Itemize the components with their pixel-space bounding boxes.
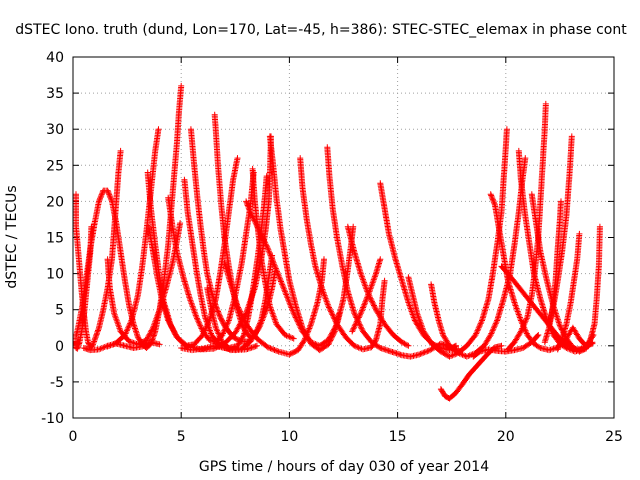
y-tick-label: 0 (55, 339, 64, 355)
y-tick-label: 10 (46, 267, 64, 283)
x-tick-label: 10 (280, 429, 298, 445)
plot-frame (72, 56, 615, 419)
series-track-33 (554, 230, 583, 353)
y-tick-label: 15 (46, 231, 64, 247)
series-track-22 (405, 126, 510, 360)
y-tick-label: 20 (46, 194, 64, 210)
x-axis-ticks: 0 5 10 15 20 25 (69, 57, 623, 445)
y-tick-label: 25 (46, 158, 64, 174)
chart-title: dSTEC Iono. truth (dund, Lon=170, Lat=-4… (15, 22, 627, 38)
y-tick-label: 40 (46, 50, 64, 66)
series-track-35 (178, 342, 260, 354)
x-tick-label: 25 (605, 429, 623, 445)
series-track-34 (80, 339, 163, 354)
x-tick-label: 0 (69, 429, 78, 445)
y-axis-ticks: -10 -5 0 5 10 15 20 25 30 35 40 (41, 50, 614, 427)
x-tick-label: 5 (177, 429, 186, 445)
grid (73, 57, 614, 418)
series-track-18 (324, 144, 459, 360)
series-track-19 (344, 223, 412, 349)
series-track-21 (349, 256, 384, 335)
series-track-15 (266, 133, 343, 354)
x-tick-label: 15 (389, 429, 407, 445)
y-tick-label: 35 (46, 86, 64, 102)
x-tick-label: 20 (497, 429, 515, 445)
series-marks (73, 82, 603, 402)
y-tick-label: 30 (46, 122, 64, 138)
y-tick-label: -10 (41, 411, 64, 427)
y-axis-label: dSTEC / TECUs (4, 185, 20, 288)
x-axis-label: GPS time / hours of day 030 of year 2014 (199, 459, 489, 475)
y-tick-label: -5 (50, 375, 64, 391)
series-track-32 (546, 133, 575, 328)
series-track-30 (528, 191, 603, 355)
y-tick-label: 5 (55, 303, 64, 319)
